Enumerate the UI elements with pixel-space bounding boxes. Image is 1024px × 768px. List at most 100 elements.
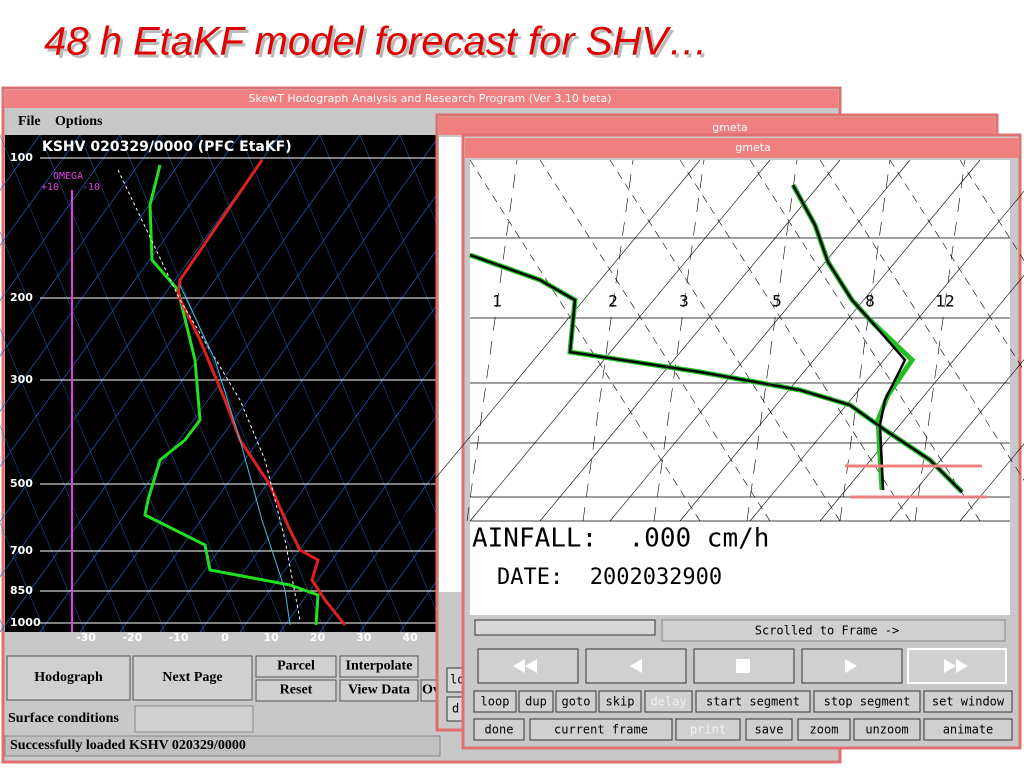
button-label: View Data <box>348 683 410 698</box>
button[interactable] <box>529 718 673 741</box>
isotherm <box>679 159 981 522</box>
isotherm <box>399 159 701 522</box>
adiabat <box>469 159 701 522</box>
surface-label: Surface conditions <box>8 711 119 726</box>
icon <box>845 659 857 673</box>
button[interactable] <box>745 718 793 741</box>
isotherm <box>469 159 771 522</box>
button[interactable] <box>555 690 597 713</box>
button-label: dup <box>525 695 547 709</box>
isotherm <box>119 134 481 633</box>
button[interactable] <box>853 718 921 741</box>
dry-adiabat <box>0 328 126 633</box>
button[interactable] <box>923 690 1013 713</box>
button[interactable] <box>255 655 337 678</box>
icon <box>630 659 642 673</box>
icon <box>944 659 968 673</box>
button-label: Interpolate <box>346 659 413 674</box>
button[interactable] <box>598 690 642 713</box>
isotherm <box>39 134 401 633</box>
mixing-ratio-label: 3 <box>679 292 689 311</box>
button[interactable] <box>518 690 554 713</box>
mixing-ratio-line <box>839 159 891 522</box>
scroll-label-box <box>661 619 1006 642</box>
pressure-label: 200 <box>10 291 33 304</box>
isotherm <box>819 275 1024 522</box>
surface-input[interactable] <box>134 705 254 733</box>
button[interactable] <box>695 690 811 713</box>
pressure-label: 850 <box>10 584 33 597</box>
icon <box>736 659 750 673</box>
adiabat <box>889 159 1024 371</box>
isotherm <box>79 134 441 633</box>
pressure-label: 100 <box>10 151 33 164</box>
rainfall-text: AINFALL: .000 cm/h <box>472 524 769 554</box>
button[interactable] <box>6 655 131 701</box>
adiabat <box>679 159 911 522</box>
title-bar <box>465 138 1018 158</box>
menu-file[interactable]: File <box>18 114 41 129</box>
button[interactable] <box>255 679 337 702</box>
button-label: save <box>755 723 784 737</box>
pressure-label: 700 <box>10 544 33 557</box>
button[interactable] <box>644 690 693 713</box>
button-label: loop <box>481 695 510 709</box>
button-label: done <box>485 723 514 737</box>
temperature-label: 10 <box>264 631 280 644</box>
scrollbar[interactable] <box>474 619 656 636</box>
menu-options[interactable]: Options <box>55 114 103 129</box>
button[interactable] <box>797 718 851 741</box>
button-label: delay <box>650 695 686 709</box>
button[interactable] <box>132 655 253 701</box>
mixing-ratio-line <box>653 159 705 522</box>
isotherm <box>609 159 911 522</box>
button[interactable] <box>339 679 419 702</box>
slide-title: 48 h EtaKF model forecast for SHV… <box>44 20 708 64</box>
adiabat <box>819 159 1024 481</box>
isotherm <box>0 134 121 302</box>
status-text: Successfully loaded KSHV 020329/0000 <box>10 738 246 753</box>
button-label: print <box>690 723 726 737</box>
isotherm <box>0 134 321 578</box>
button[interactable] <box>473 718 525 741</box>
dry-adiabat <box>239 134 446 633</box>
isotherm <box>539 159 841 522</box>
adiabat <box>749 159 981 522</box>
window-title: SkewT Hodograph Analysis and Research Pr… <box>248 92 611 105</box>
adiabat <box>959 159 1024 262</box>
black-profile <box>469 184 963 493</box>
isotherm <box>0 134 81 247</box>
button-label: skip <box>606 695 635 709</box>
temperature-label: -10 <box>169 631 189 644</box>
title-bar <box>439 117 995 135</box>
button[interactable] <box>473 690 517 713</box>
dry-adiabat <box>199 134 406 633</box>
scroll-label: Scrolled to Frame -> <box>755 624 900 638</box>
button-label: Reset <box>280 683 313 698</box>
gmeta-back-plot <box>439 137 463 592</box>
button-label: lo <box>450 673 464 687</box>
isotherm <box>749 190 1024 522</box>
pressure-label: 300 <box>10 373 33 386</box>
isotherm <box>0 134 361 633</box>
mixing-ratio-line <box>582 159 634 522</box>
dry-adiabat <box>39 134 246 633</box>
button-label: current frame <box>554 723 648 737</box>
isotherm <box>0 134 241 467</box>
icon <box>513 659 537 673</box>
dry-adiabat <box>0 425 86 633</box>
play-button[interactable] <box>801 648 903 684</box>
button[interactable] <box>339 655 419 678</box>
button[interactable] <box>813 690 921 713</box>
adiabat <box>539 159 771 522</box>
button[interactable] <box>923 718 1013 741</box>
dry-adiabat <box>159 134 366 633</box>
omega-right: -10 <box>82 182 100 193</box>
button-label: Hodograph <box>34 670 103 685</box>
dry-adiabat <box>79 134 286 633</box>
button[interactable] <box>675 718 741 741</box>
button-label: d <box>452 702 459 716</box>
mixing-ratio-label: 1 <box>492 292 502 311</box>
mixing-ratio-label: 8 <box>865 292 875 311</box>
